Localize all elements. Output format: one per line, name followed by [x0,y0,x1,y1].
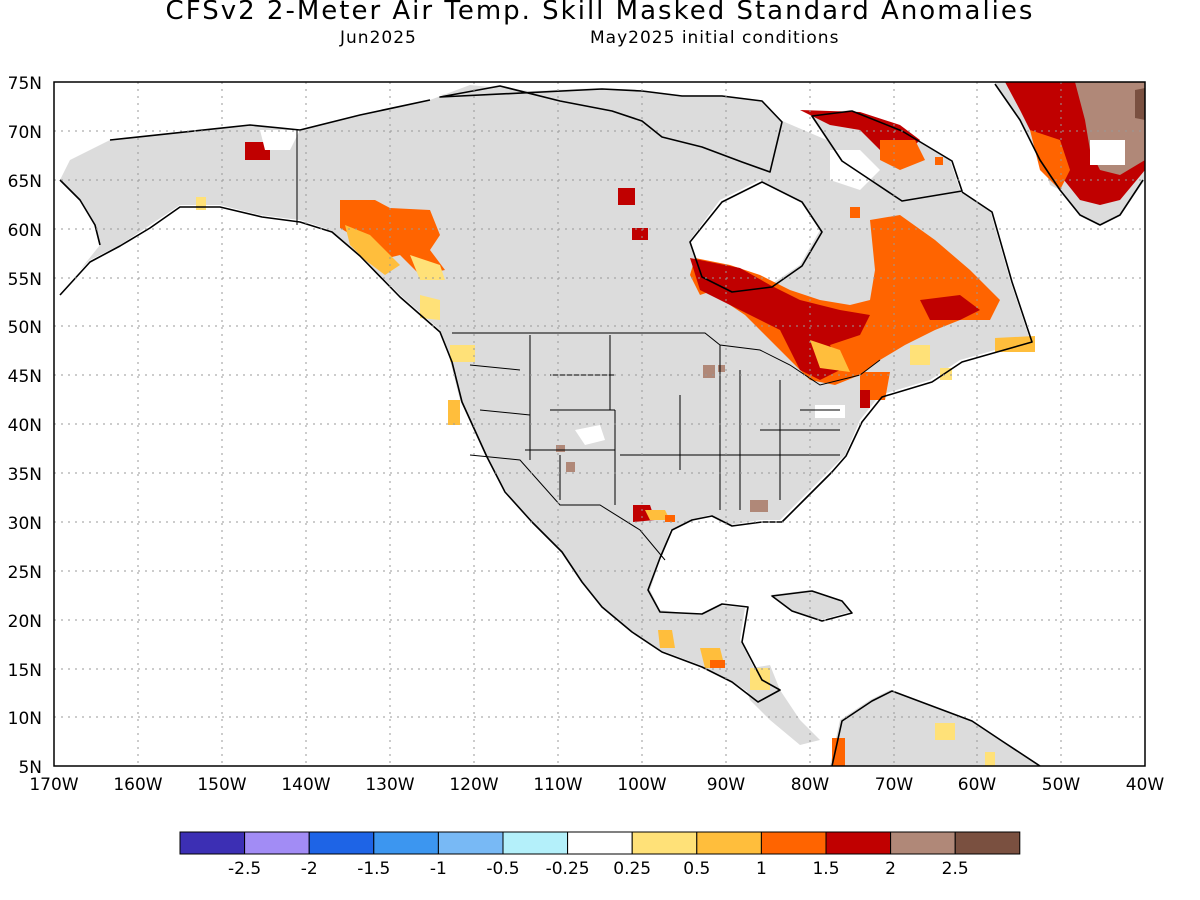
lon-label: 40W [1126,775,1165,795]
lat-label: 60N [8,221,42,241]
valid-month: Jun2025 [340,28,417,48]
lon-label: 100W [617,775,666,795]
lon-label: 120W [449,775,498,795]
legend-label: 1 [756,859,767,879]
lat-label: 75N [8,74,42,94]
lat-label: 50N [8,318,42,338]
map-content [59,82,1145,766]
lat-label: 70N [8,123,42,143]
legend-swatch [373,831,439,855]
hudson-bay [690,180,820,290]
lat-label: 55N [8,270,42,290]
lon-label: 130W [365,775,414,795]
legend-swatch [890,831,956,855]
lat-label: 35N [8,465,42,485]
legend-label: 2 [885,859,896,879]
anomaly-patches [196,82,1145,766]
lat-label: 30N [8,514,42,534]
lat-label: 20N [8,612,42,632]
legend-label: -1 [430,859,447,879]
lon-label: 140W [281,775,330,795]
legend-swatch [502,831,569,855]
lon-label: 160W [113,775,162,795]
legend-swatch [696,831,762,855]
lat-label: 5N [18,758,42,778]
lon-axis: 170W 160W 150W 140W 130W 120W 110W 100W … [29,775,1164,795]
lon-label: 70W [875,775,914,795]
legend-label: 0.25 [613,859,651,879]
legend-swatch [308,831,375,855]
coastlines [59,83,1144,766]
legend-label: 1.5 [812,859,839,879]
lat-label: 65N [8,172,42,192]
lon-label: 110W [533,775,582,795]
lat-label: 45N [8,367,42,387]
lat-label: 25N [8,563,42,583]
lon-label: 50W [1042,775,1081,795]
legend-label: -2.5 [228,859,261,879]
graticule [54,82,1145,766]
lat-label: 15N [8,661,42,681]
legend-swatch [954,831,1021,855]
lat-axis: 75N 70N 65N 60N 55N 50N 45N 40N 35N 30N … [8,74,42,778]
lon-label: 170W [29,775,78,795]
lon-label: 60W [958,775,997,795]
lon-label: 80W [791,775,830,795]
legend-label: -0.25 [546,859,590,879]
legend-label: 0.5 [683,859,710,879]
legend-label: -0.5 [486,859,519,879]
map-frame [53,81,1146,767]
legend-swatch [760,831,827,855]
lat-label: 10N [8,709,42,729]
legend-swatch [567,831,633,855]
legend-label: -2 [301,859,318,879]
legend-swatch [631,831,698,855]
legend-swatch [179,831,246,855]
legend-label: 2.5 [942,859,969,879]
lat-label: 40N [8,416,42,436]
legend-swatch [244,831,310,855]
lon-label: 90W [707,775,746,795]
legend-swatch [437,831,504,855]
boundaries [296,130,881,561]
init-conditions: May2025 initial conditions [590,28,840,48]
legend-label: -1.5 [357,859,390,879]
legend-swatch [825,831,892,855]
map-title: CFSv2 2-Meter Air Temp. Skill Masked Sta… [165,0,1035,26]
color-legend: -2.5 -2 -1.5 -1 -0.5 -0.25 0.25 0.5 1 1.5 2 2.5 [179,831,1021,879]
lon-label: 150W [197,775,246,795]
